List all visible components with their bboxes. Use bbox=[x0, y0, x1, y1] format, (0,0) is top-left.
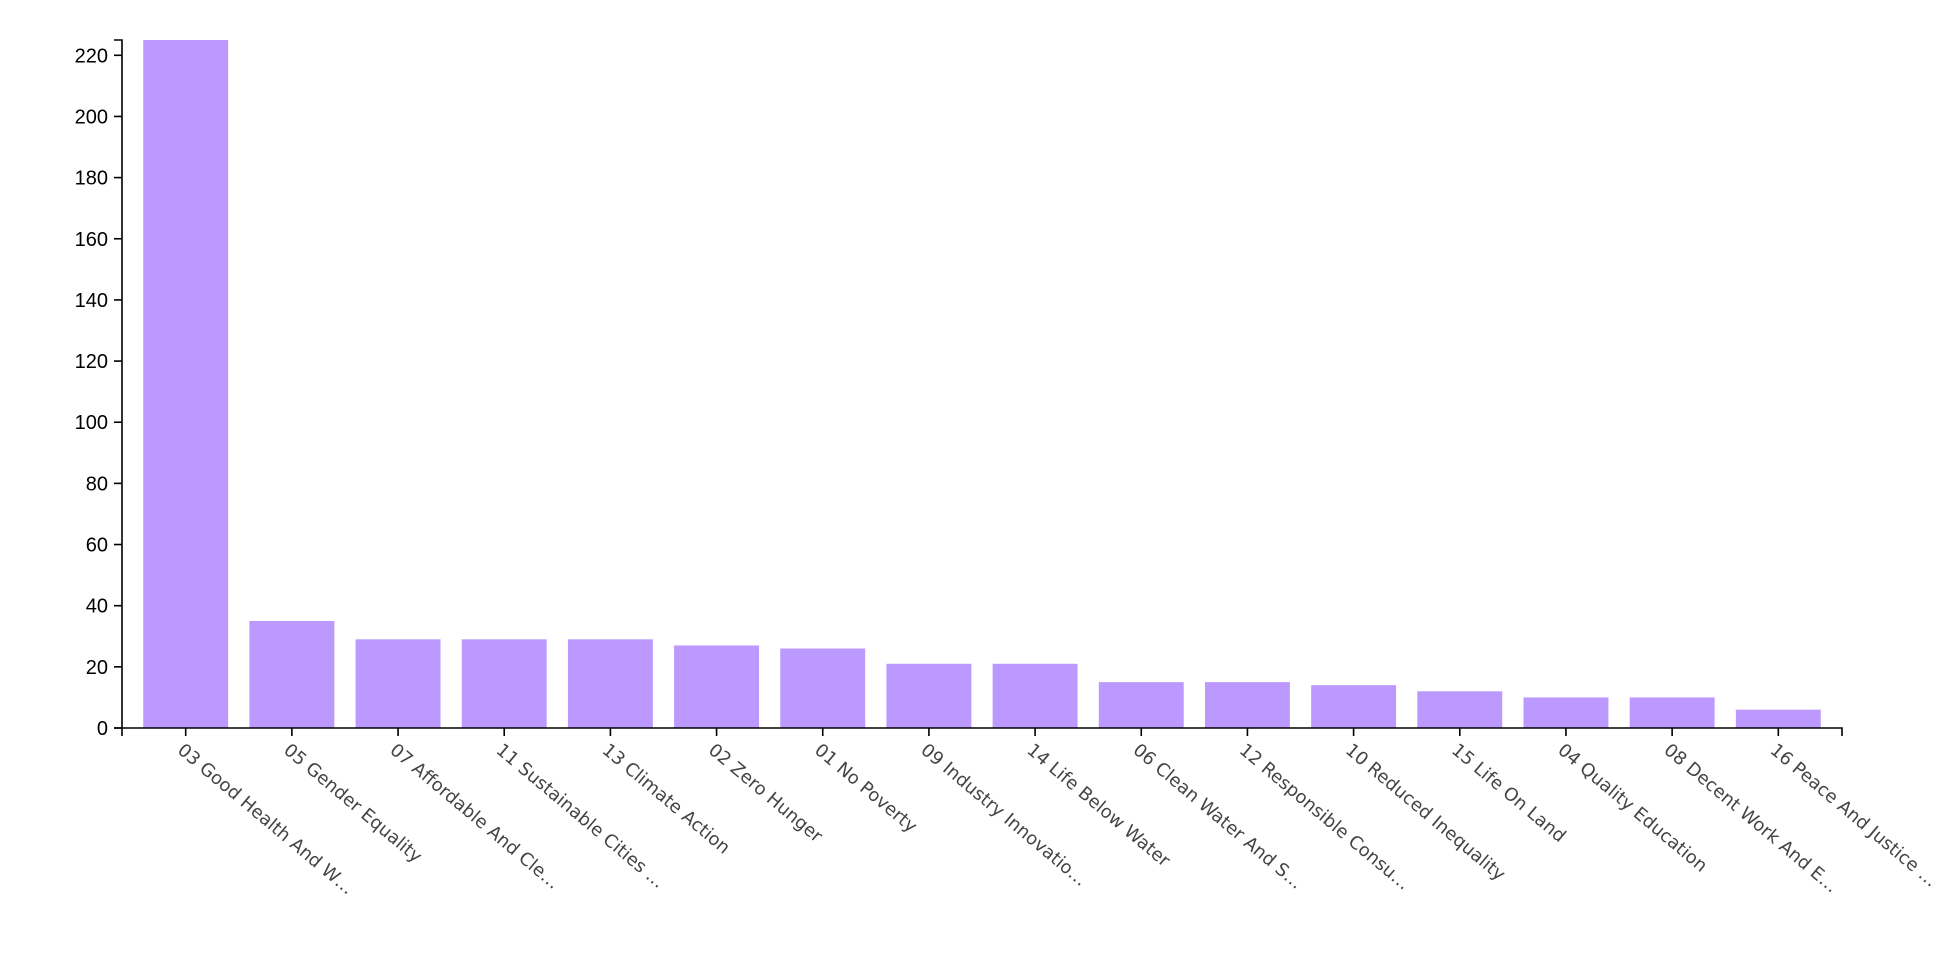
bar-7 bbox=[780, 648, 866, 728]
bar-5 bbox=[567, 639, 653, 728]
x-tick-label-3: 07 Affordable And Cle… bbox=[386, 740, 564, 894]
x-tick-label-6: 02 Zero Hunger bbox=[704, 740, 827, 848]
bar-3 bbox=[355, 639, 441, 728]
bar-2 bbox=[249, 620, 335, 728]
y-tick-label-80: 80 bbox=[86, 473, 108, 495]
bar-10 bbox=[1098, 682, 1184, 728]
y-tick-label-60: 60 bbox=[86, 535, 108, 557]
bar-6 bbox=[674, 645, 760, 728]
y-tick-label-200: 200 bbox=[75, 106, 108, 128]
x-axis: 03 Good Health And W…05 Gender Equality0… bbox=[121, 727, 1941, 900]
y-tick-label-160: 160 bbox=[75, 229, 108, 251]
y-tick-label-120: 120 bbox=[75, 351, 108, 373]
bar-4 bbox=[461, 639, 547, 728]
bar-14 bbox=[1523, 697, 1609, 728]
bar-11 bbox=[1204, 682, 1290, 728]
x-tick-label-7: 01 No Poverty bbox=[810, 740, 921, 838]
x-tick-label-10: 06 Clean Water And S… bbox=[1129, 740, 1307, 894]
bar-1 bbox=[143, 40, 229, 728]
bar-9 bbox=[992, 663, 1078, 728]
y-tick-label-20: 20 bbox=[86, 657, 108, 679]
bar-15 bbox=[1629, 697, 1715, 728]
y-tick-label-100: 100 bbox=[75, 412, 108, 434]
y-tick-label-140: 140 bbox=[75, 290, 108, 312]
x-tick-label-11: 12 Responsible Consu… bbox=[1235, 740, 1414, 895]
y-axis-line bbox=[114, 39, 123, 729]
bar-8 bbox=[886, 663, 972, 728]
bar-16 bbox=[1735, 709, 1821, 728]
x-tick-label-15: 08 Decent Work And E… bbox=[1660, 740, 1842, 898]
x-tick-label-8: 09 Industry Innovatio… bbox=[916, 740, 1091, 891]
y-tick-label-180: 180 bbox=[75, 168, 108, 190]
y-tick-label-40: 40 bbox=[86, 596, 108, 618]
x-tick-label-1: 03 Good Health And W… bbox=[173, 740, 358, 900]
bars bbox=[143, 40, 1821, 728]
y-axis: 0 20 40 60 80 100 120 140 160 180 200 220 bbox=[75, 39, 123, 740]
x-axis-line bbox=[121, 727, 1843, 736]
bar-12 bbox=[1311, 685, 1397, 728]
x-tick-label-16: 16 Peace And Justice … bbox=[1766, 740, 1941, 892]
x-tick-label-4: 11 Sustainable Cities … bbox=[492, 740, 669, 893]
y-tick-label-220: 220 bbox=[75, 45, 108, 67]
bar-13 bbox=[1417, 691, 1503, 728]
y-tick-label-0: 0 bbox=[97, 718, 108, 740]
x-tick-label-13: 15 Life On Land bbox=[1447, 740, 1569, 847]
